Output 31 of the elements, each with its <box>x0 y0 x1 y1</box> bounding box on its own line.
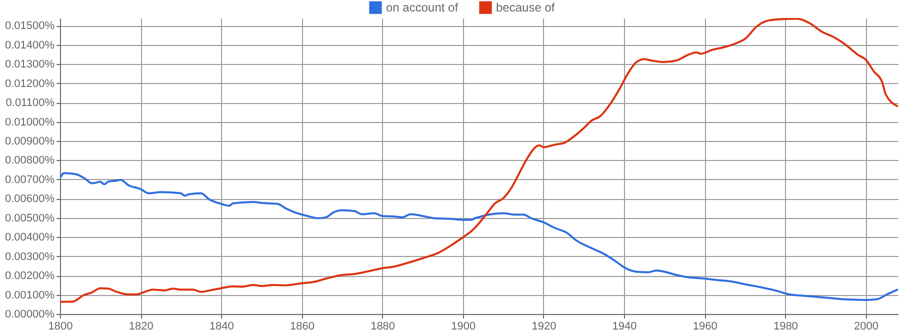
x-tick-label: 1960 <box>692 320 718 330</box>
x-tick-label: 1800 <box>48 320 73 330</box>
y-tick-label: 0.00900% <box>4 136 55 148</box>
x-tick-label: 1940 <box>612 320 637 330</box>
legend-label: on account of <box>386 0 459 15</box>
y-tick-label: 0.00200% <box>4 270 55 282</box>
y-tick-label: 0.01500% <box>4 20 55 32</box>
y-tick-label: 0.01100% <box>6 97 55 110</box>
y-tick-label: 0.00000% <box>4 308 55 320</box>
line-series <box>60 18 898 303</box>
y-tick-label: 0.00400% <box>4 232 55 244</box>
y-tick-label: 0.00100% <box>4 289 55 302</box>
y-tick-label: 0.00300% <box>4 250 55 263</box>
legend-label: because of <box>496 0 556 15</box>
x-tick-label: 1880 <box>370 320 396 330</box>
y-tick-label: 0.00600% <box>4 193 55 206</box>
x-tick-label: 2000 <box>854 320 879 330</box>
y-tick-label: 0.01000% <box>4 116 55 128</box>
x-tick-label: 1860 <box>290 320 314 330</box>
x-tick-label: 1840 <box>209 320 234 330</box>
y-tick-label: 0.01200% <box>4 78 55 90</box>
y-tick-label: 0.00700% <box>4 174 55 186</box>
x-tick-label: 1920 <box>532 320 556 330</box>
y-tick-label: 0.00500% <box>4 212 55 224</box>
y-tick-label: 0.01400% <box>4 39 55 52</box>
x-tick-label: 1980 <box>773 320 798 330</box>
x-tick-label: 1820 <box>128 320 154 330</box>
x-tick-label: 1900 <box>451 320 476 330</box>
y-tick-label: 0.00800% <box>4 154 55 167</box>
line-series <box>60 172 898 301</box>
y-tick-label: 0.01300% <box>4 58 55 71</box>
